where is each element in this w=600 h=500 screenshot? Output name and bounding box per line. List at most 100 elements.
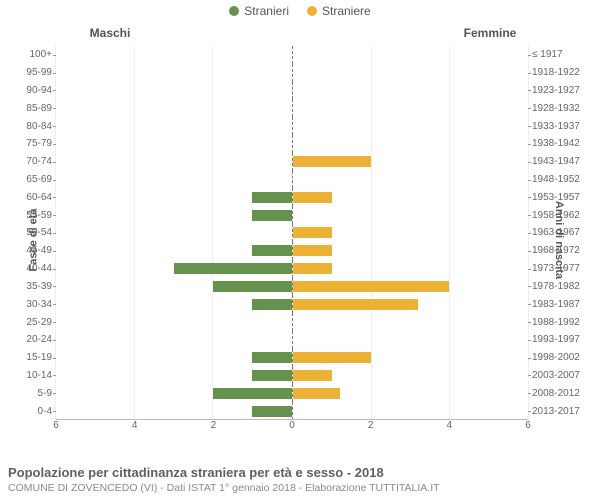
bar-female: [293, 192, 332, 203]
birth-label: 1948-1952: [532, 174, 592, 185]
half-male: [56, 64, 292, 82]
bar-male: [252, 245, 291, 256]
birth-label: 2003-2007: [532, 370, 592, 381]
half-male: [56, 278, 292, 296]
age-label: 45-49: [16, 245, 52, 256]
header-male: Maschi: [0, 26, 300, 40]
row-15-19: 15-191998-2002: [56, 349, 528, 367]
half-female: [292, 331, 529, 349]
half-female: [292, 64, 529, 82]
bar-male: [213, 388, 291, 399]
age-label: 20-24: [16, 334, 52, 345]
legend-female-label: Straniere: [322, 4, 371, 18]
row-50-54: 50-541963-1967: [56, 224, 528, 242]
swatch-male: [229, 6, 239, 16]
half-female: [292, 206, 529, 224]
row-70-74: 70-741943-1947: [56, 153, 528, 171]
half-female: [292, 153, 529, 171]
caption-title: Popolazione per cittadinanza straniera p…: [8, 465, 592, 480]
age-label: 5-9: [16, 388, 52, 399]
birth-label: 1988-1992: [532, 317, 592, 328]
age-label: 100+: [16, 49, 52, 60]
birth-label: 1943-1947: [532, 156, 592, 167]
half-female: [292, 99, 529, 117]
row-30-34: 30-341983-1987: [56, 295, 528, 313]
half-male: [56, 349, 292, 367]
row-55-59: 55-591958-1962: [56, 206, 528, 224]
bar-female: [293, 370, 332, 381]
row-40-44: 40-441973-1977: [56, 260, 528, 278]
row-85-89: 85-891928-1932: [56, 99, 528, 117]
birth-label: 1963-1967: [532, 227, 592, 238]
age-label: 10-14: [16, 370, 52, 381]
birth-label: 1998-2002: [532, 352, 592, 363]
bar-male: [252, 192, 291, 203]
birth-label: 1953-1957: [532, 192, 592, 203]
birth-label: 2013-2017: [532, 406, 592, 417]
half-male: [56, 135, 292, 153]
half-male: [56, 367, 292, 385]
half-male: [56, 153, 292, 171]
birth-label: 1978-1982: [532, 281, 592, 292]
legend-male-label: Stranieri: [244, 4, 289, 18]
age-label: 50-54: [16, 227, 52, 238]
half-female: [292, 384, 529, 402]
half-male: [56, 188, 292, 206]
bar-female: [293, 352, 371, 363]
bar-female: [293, 227, 332, 238]
age-label: 75-79: [16, 138, 52, 149]
half-male: [56, 171, 292, 189]
age-label: 15-19: [16, 352, 52, 363]
half-female: [292, 46, 529, 64]
row-0-4: 0-42013-2017: [56, 402, 528, 420]
birth-label: 1938-1942: [532, 138, 592, 149]
birth-label: 1968-1972: [532, 245, 592, 256]
birth-label: 2008-2012: [532, 388, 592, 399]
half-female: [292, 402, 529, 420]
row-25-29: 25-291988-1992: [56, 313, 528, 331]
legend-male: Stranieri: [229, 4, 289, 18]
half-male: [56, 242, 292, 260]
half-female: [292, 260, 529, 278]
birth-label: 1923-1927: [532, 85, 592, 96]
row-95-99: 95-991918-1922: [56, 64, 528, 82]
half-male: [56, 224, 292, 242]
half-male: [56, 206, 292, 224]
caption-sub: COMUNE DI ZOVENCEDO (VI) - Dati ISTAT 1°…: [8, 482, 592, 494]
half-male: [56, 46, 292, 64]
birth-label: 1983-1987: [532, 299, 592, 310]
birth-label: 1933-1937: [532, 121, 592, 132]
half-female: [292, 171, 529, 189]
age-label: 65-69: [16, 174, 52, 185]
age-label: 90-94: [16, 85, 52, 96]
birth-label: 1973-1977: [532, 263, 592, 274]
half-female: [292, 117, 529, 135]
x-tick-label: 6: [53, 420, 59, 431]
half-male: [56, 402, 292, 420]
row-60-64: 60-641953-1957: [56, 188, 528, 206]
half-male: [56, 313, 292, 331]
x-axis: 0246 246: [56, 420, 528, 436]
legend-female: Straniere: [307, 4, 371, 18]
row-100+: 100+≤ 1917: [56, 46, 528, 64]
half-female: [292, 295, 529, 313]
half-male: [56, 117, 292, 135]
bar-female: [293, 263, 332, 274]
x-tick-label: 2: [211, 420, 217, 431]
bar-male: [252, 299, 291, 310]
bar-male: [213, 281, 291, 292]
age-label: 70-74: [16, 156, 52, 167]
bar-female: [293, 388, 340, 399]
row-90-94: 90-941923-1927: [56, 82, 528, 100]
x-tick-label: 4: [132, 420, 138, 431]
row-35-39: 35-391978-1982: [56, 278, 528, 296]
column-headers: Maschi Femmine: [0, 26, 600, 40]
bar-male: [252, 210, 291, 221]
bar-female: [293, 156, 371, 167]
age-label: 30-34: [16, 299, 52, 310]
legend: Stranieri Straniere: [0, 0, 600, 18]
age-label: 0-4: [16, 406, 52, 417]
row-75-79: 75-791938-1942: [56, 135, 528, 153]
birth-label: 1918-1922: [532, 67, 592, 78]
caption: Popolazione per cittadinanza straniera p…: [8, 465, 592, 494]
